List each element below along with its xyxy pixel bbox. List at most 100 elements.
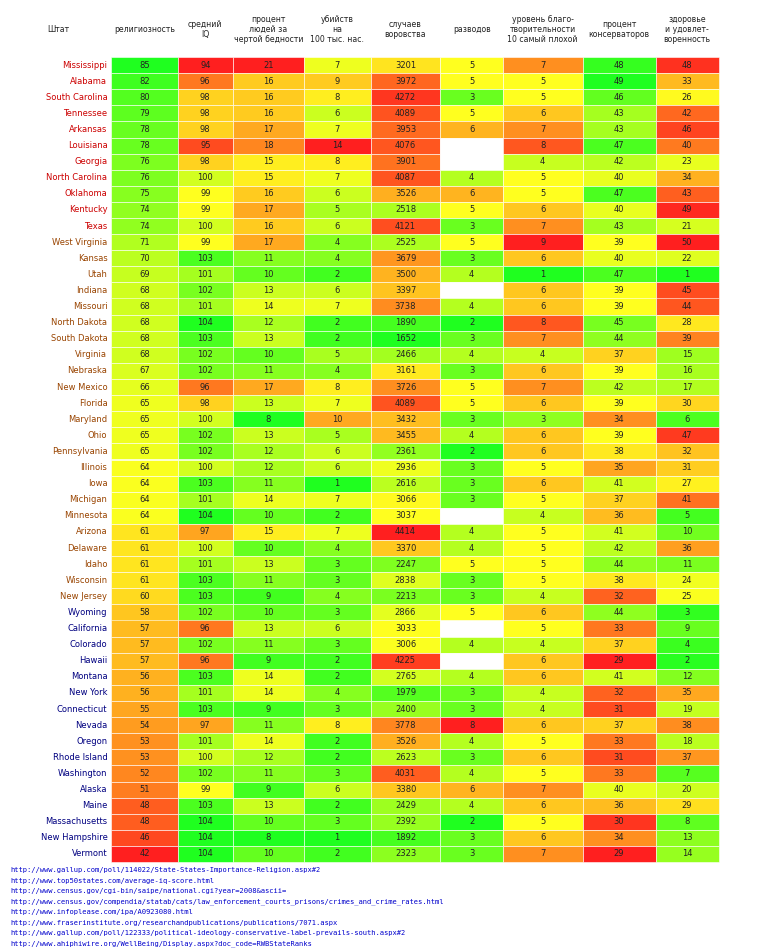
Text: 5: 5 [335, 206, 339, 214]
Text: 37: 37 [614, 350, 624, 359]
Bar [503, 299, 583, 314]
Text: 6: 6 [540, 672, 545, 682]
Bar [233, 749, 303, 765]
Text: 3: 3 [540, 415, 545, 424]
Bar [233, 524, 303, 540]
Text: 2: 2 [684, 656, 690, 665]
Bar [503, 122, 583, 137]
Text: Alabama: Alabama [71, 77, 108, 86]
Text: 101: 101 [197, 495, 214, 505]
Text: 36: 36 [614, 802, 624, 810]
Text: North Carolina: North Carolina [46, 173, 108, 182]
Bar [177, 765, 233, 782]
Text: 3: 3 [469, 592, 475, 601]
Text: 74: 74 [139, 206, 150, 214]
Text: 99: 99 [200, 785, 210, 794]
Bar [583, 283, 656, 299]
Bar [370, 395, 441, 411]
Bar [233, 314, 303, 330]
Text: средний
IQ: средний IQ [188, 20, 223, 39]
Bar [441, 798, 503, 814]
Text: 3: 3 [469, 334, 475, 344]
Bar [370, 669, 441, 684]
Text: 57: 57 [139, 656, 150, 665]
Bar [111, 476, 177, 491]
Bar [441, 733, 503, 749]
Text: 82: 82 [139, 77, 150, 86]
Text: процент
людей за
чертой бедности: процент людей за чертой бедности [233, 14, 303, 45]
Text: 103: 103 [197, 592, 214, 601]
Text: 101: 101 [197, 269, 214, 279]
Bar [303, 588, 370, 605]
Bar [583, 556, 656, 572]
Bar [233, 556, 303, 572]
Text: 3066: 3066 [395, 495, 416, 505]
Bar [656, 507, 719, 524]
Text: 45: 45 [682, 286, 692, 295]
Bar [111, 605, 177, 621]
Bar [503, 267, 583, 283]
Text: 101: 101 [197, 737, 214, 745]
Bar [177, 814, 233, 830]
Bar [370, 476, 441, 491]
Bar [441, 89, 503, 106]
Bar [370, 218, 441, 234]
Text: 1979: 1979 [395, 688, 416, 698]
Text: Florida: Florida [78, 399, 108, 407]
Bar [656, 379, 719, 395]
Text: http://www.census.gov/compendia/statab/cats/law_enforcement_courts_prisons/crime: http://www.census.gov/compendia/statab/c… [10, 899, 443, 905]
Text: 96: 96 [200, 383, 210, 391]
Bar [503, 476, 583, 491]
Text: 13: 13 [682, 833, 693, 843]
Bar [233, 250, 303, 267]
Bar [370, 846, 441, 862]
Bar [441, 153, 503, 169]
Text: 6: 6 [540, 399, 545, 407]
Text: 2: 2 [335, 849, 339, 859]
Bar [370, 122, 441, 137]
Text: 19: 19 [682, 704, 692, 714]
Bar [583, 669, 656, 684]
Text: 64: 64 [139, 463, 150, 472]
Text: 103: 103 [197, 576, 214, 585]
Text: 75: 75 [139, 189, 150, 198]
Bar [656, 491, 719, 507]
Text: 33: 33 [614, 737, 624, 745]
Text: 33: 33 [614, 625, 624, 633]
Text: 2: 2 [335, 672, 339, 682]
Bar [177, 314, 233, 330]
Bar [503, 814, 583, 830]
Bar [370, 234, 441, 250]
Bar [656, 106, 719, 122]
Bar [111, 267, 177, 283]
Bar [303, 330, 370, 347]
Bar [303, 283, 370, 299]
Text: http://www.gallup.com/poll/114022/State-States-Importance-Religion.aspx#2: http://www.gallup.com/poll/114022/State-… [10, 867, 320, 873]
Bar [233, 846, 303, 862]
Bar [441, 524, 503, 540]
Bar [370, 782, 441, 798]
Text: 13: 13 [263, 802, 273, 810]
Bar [583, 540, 656, 556]
Text: 102: 102 [197, 367, 214, 375]
Text: 103: 103 [197, 704, 214, 714]
Text: Montana: Montana [71, 672, 108, 682]
Text: 14: 14 [332, 141, 343, 150]
Text: 96: 96 [200, 77, 210, 86]
Bar [370, 460, 441, 476]
Text: 5: 5 [469, 61, 475, 69]
Bar [441, 137, 503, 153]
Bar [111, 186, 177, 202]
Bar [177, 347, 233, 363]
Bar [583, 106, 656, 122]
Bar [503, 556, 583, 572]
Text: 5: 5 [540, 189, 545, 198]
Text: 27: 27 [682, 479, 693, 488]
Text: 16: 16 [263, 77, 273, 86]
Text: 7: 7 [540, 125, 545, 134]
Text: 65: 65 [139, 415, 150, 424]
Text: Tennessee: Tennessee [63, 109, 108, 118]
Text: 5: 5 [540, 769, 545, 778]
Text: Vermont: Vermont [71, 849, 108, 859]
Text: 3: 3 [334, 608, 339, 617]
